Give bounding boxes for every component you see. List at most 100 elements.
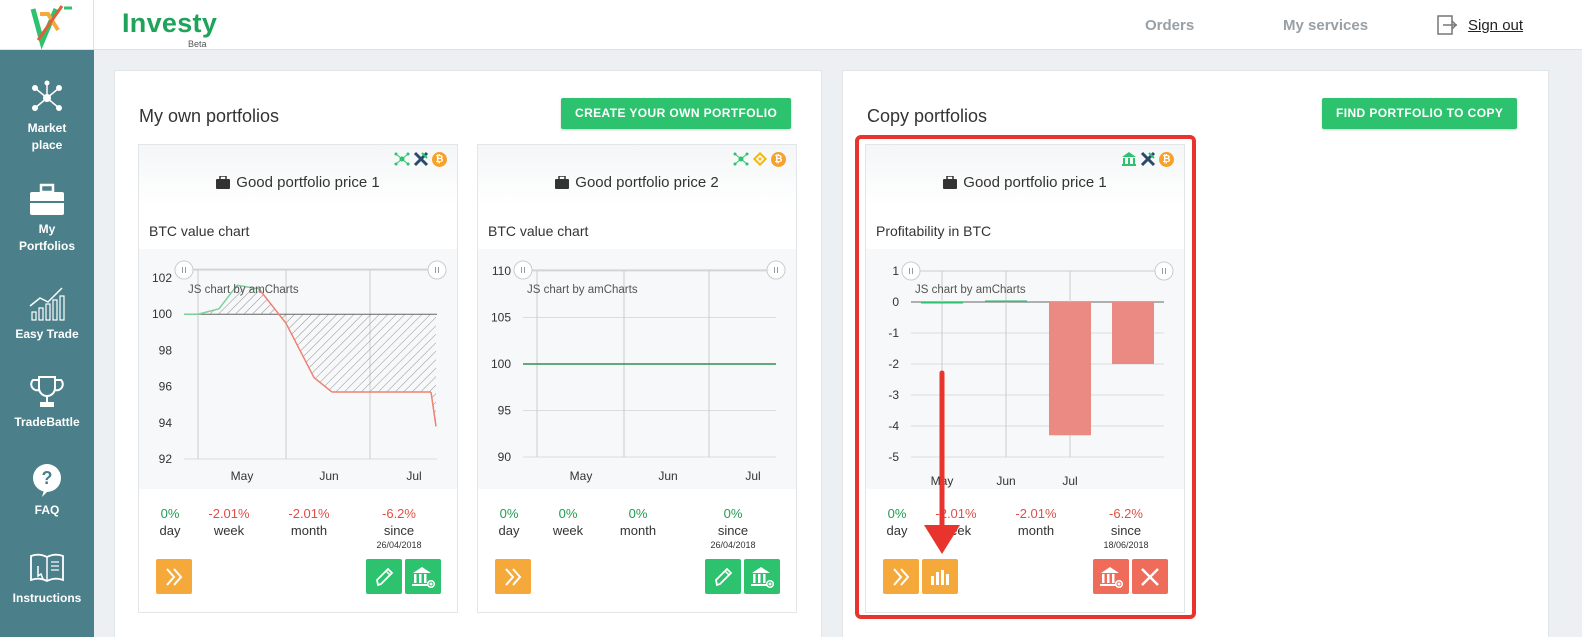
investy-logo-icon (30, 5, 72, 50)
chart-canvas: 10-1-2-3-4-5MayJunJulJS chart by amChart… (888, 261, 1174, 488)
y-tick-label: 94 (159, 416, 173, 430)
stat-value: -6.2% (382, 506, 416, 521)
stat-value: 0% (723, 506, 743, 521)
open-portfolio-button[interactable] (495, 559, 531, 594)
profit-bar (921, 302, 963, 304)
chart-canvas: 102 100 98 96 94 92 May Jun Jul JS chart by amCha… (152, 260, 447, 483)
stat-label: since (1110, 523, 1142, 538)
open-portfolio-button[interactable] (156, 559, 192, 594)
panel-title: My own portfolios (139, 106, 280, 126)
open-portfolio-button[interactable] (883, 559, 919, 594)
stat-label: month (290, 523, 328, 538)
stat-month: -2.01% month (279, 505, 339, 539)
amcharts-watermark: JS chart by amCharts (188, 284, 299, 296)
card-title: Good portfolio price 1 (866, 174, 1184, 191)
exchange-icons: ₿ (733, 151, 786, 167)
edit-portfolio-button[interactable] (366, 559, 402, 594)
portfolio-card: ₿ Good portfolio price 1 BTC value chart… (138, 144, 458, 613)
brand-name: Investy (122, 8, 218, 38)
stat-month: -2.01% month (1006, 505, 1066, 539)
profit-bar (1112, 302, 1154, 364)
bank-exchange-icon (1122, 152, 1136, 166)
x-tick-label: May (231, 469, 254, 483)
chart-title: Profitability in BTC (876, 223, 992, 239)
stat-date: 26/04/2018 (376, 540, 422, 550)
y-tick-label: -5 (888, 450, 899, 464)
nav-orders[interactable]: Orders (1145, 17, 1195, 34)
btc-value-chart: 110 105 100 95 90 May Jun Jul JS chart by amChar… (478, 249, 796, 489)
y-tick-label: 0 (892, 295, 899, 309)
y-tick-label: 102 (152, 271, 172, 285)
scrollbar-grip (1154, 261, 1174, 281)
x-tick-label: Jul (745, 469, 760, 483)
sidebar-item-faq[interactable]: ? FAQ (0, 462, 94, 519)
stat-value: -2.01% (1015, 506, 1057, 521)
statistics-button[interactable] (922, 559, 958, 594)
signout-link[interactable]: Sign out (1436, 14, 1523, 36)
y-tick-label: -1 (888, 326, 899, 340)
double-chevron-right-icon (166, 567, 183, 586)
y-tick-label: 105 (491, 311, 511, 325)
panel-title: Copy portfolios (867, 106, 988, 126)
brand[interactable]: Investy Beta (122, 8, 218, 49)
sidebar-item-tradebattle[interactable]: TradeBattle (0, 374, 94, 431)
network-exchange-icon (733, 152, 749, 166)
briefcase-icon (216, 176, 231, 189)
sidebar-item-easy-trade[interactable]: Easy Trade (0, 286, 94, 343)
pencil-icon (376, 567, 394, 586)
sidebar-label: Instructions (12, 591, 82, 605)
y-tick-label: 98 (159, 343, 173, 357)
series-line-up (184, 284, 260, 315)
stat-week: -2.01% week (199, 505, 259, 539)
stat-label: month (1017, 523, 1055, 538)
exchange-icons: ₿ (1121, 151, 1174, 167)
bank-icon (751, 566, 774, 588)
exchange-settings-button[interactable] (1093, 559, 1129, 594)
y-tick-label: 96 (159, 380, 173, 394)
stat-date: 26/04/2018 (710, 540, 756, 550)
sidebar-label: My (38, 222, 56, 236)
edit-portfolio-button[interactable] (705, 559, 741, 594)
sidebar-item-my-portfolios[interactable]: My Portfolios (0, 183, 94, 255)
stat-value: -2.01% (208, 506, 250, 521)
stat-label: since (717, 523, 749, 538)
x-exchange-icon (1140, 151, 1156, 167)
stat-since: -6.2% since 18/06/2018 (1091, 505, 1161, 551)
sidebar-label: TradeBattle (14, 415, 80, 429)
stat-label: month (619, 523, 657, 538)
sidebar-item-instructions[interactable]: Instructions (0, 552, 94, 607)
y-tick-label: 100 (491, 357, 511, 371)
stat-value: -6.2% (1109, 506, 1143, 521)
nav-my-services[interactable]: My services (1283, 17, 1369, 34)
logo[interactable] (0, 0, 94, 50)
binance-icon (752, 151, 768, 167)
btc-value-chart: 102 100 98 96 94 92 May Jun Jul JS chart by amCha… (139, 249, 457, 489)
find-portfolio-button[interactable]: FIND PORTFOLIO TO COPY (1322, 98, 1518, 129)
create-portfolio-button[interactable]: CREATE YOUR OWN PORTFOLIO (561, 98, 792, 129)
stat-value: 0% (499, 506, 519, 521)
y-tick-label: 1 (892, 264, 899, 278)
exchange-settings-button[interactable] (405, 559, 441, 594)
bitcoin-icon: ₿ (432, 151, 447, 167)
x-tick-label: May (570, 469, 593, 483)
y-tick-label: -2 (888, 357, 899, 371)
exchange-settings-button[interactable] (744, 559, 780, 594)
sidebar-item-marketplace[interactable]: Market place (0, 80, 94, 154)
network-icon (32, 80, 62, 111)
briefcase-icon (943, 176, 958, 189)
network-exchange-icon (394, 152, 410, 166)
chart-title: BTC value chart (488, 223, 589, 239)
top-header: Investy Beta Orders My services Sign out (0, 0, 1582, 50)
portfolio-name: Good portfolio price 1 (963, 174, 1107, 191)
profitability-chart: 10-1-2-3-4-5MayJunJulJS chart by amChart… (866, 249, 1184, 489)
y-tick-label: 92 (159, 452, 173, 466)
close-icon (1141, 567, 1159, 586)
stat-value: 0% (558, 506, 578, 521)
stat-value: -2.01% (935, 506, 977, 521)
stat-month: 0% month (608, 505, 668, 539)
delete-copy-button[interactable] (1132, 559, 1168, 594)
profit-bar (985, 300, 1027, 302)
card-header: ₿ Good portfolio price 1 (866, 145, 1184, 207)
amcharts-watermark: JS chart by amCharts (915, 284, 1026, 296)
x-exchange-icon (413, 151, 429, 167)
